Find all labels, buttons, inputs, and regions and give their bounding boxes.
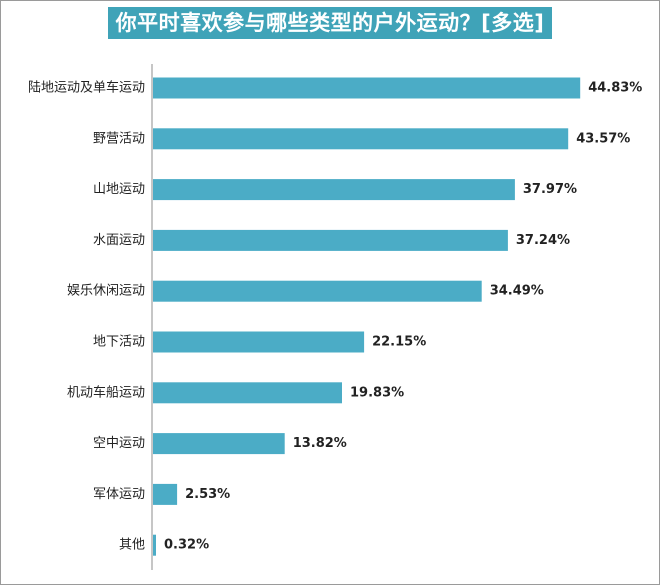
bar-8 <box>153 483 178 505</box>
value-label: 22.15% <box>372 335 426 350</box>
value-label: 34.49% <box>490 284 544 299</box>
chart-title: 你平时喜欢参与哪些类型的户外运动？[多选] <box>107 7 553 39</box>
category-label: 空中运动 <box>93 436 145 451</box>
value-label: 19.83% <box>350 385 404 400</box>
bar-2 <box>153 179 515 201</box>
value-label: 44.83% <box>588 81 642 96</box>
category-label: 野营活动 <box>93 131 145 146</box>
category-label: 军体运动 <box>93 487 145 502</box>
bar-1 <box>153 128 569 150</box>
bar-9 <box>153 534 156 556</box>
value-label: 37.97% <box>523 182 577 197</box>
bar-3 <box>153 229 508 251</box>
category-label: 地下活动 <box>93 335 145 350</box>
bar-5 <box>153 331 365 353</box>
value-label: 37.24% <box>516 233 570 248</box>
bar-0 <box>153 77 581 99</box>
category-label: 陆地运动及单车运动 <box>28 80 145 96</box>
category-label: 水面运动 <box>93 233 145 248</box>
category-label: 机动车船运动 <box>67 384 145 400</box>
bar-4 <box>153 280 482 302</box>
value-label: 2.53% <box>185 487 230 502</box>
category-label: 其他 <box>119 538 145 553</box>
chart-title-wrap: 你平时喜欢参与哪些类型的户外运动？[多选] <box>0 7 660 39</box>
bar-6 <box>153 382 342 404</box>
bar-7 <box>153 433 285 455</box>
value-label: 13.82% <box>293 436 347 451</box>
category-label: 山地运动 <box>93 182 145 197</box>
value-label: 0.32% <box>164 538 209 553</box>
category-label: 娱乐休闲运动 <box>67 284 145 299</box>
value-label: 43.57% <box>576 131 630 146</box>
